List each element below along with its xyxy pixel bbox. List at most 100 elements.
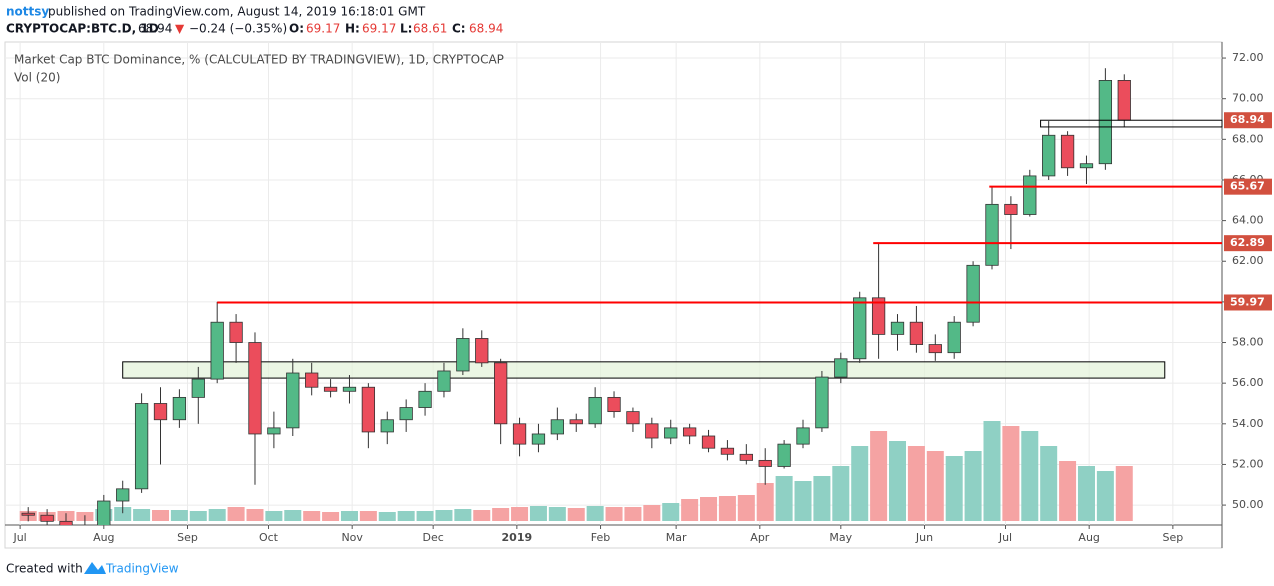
candle-body <box>40 514 54 522</box>
x-tick-label: Feb <box>591 531 610 544</box>
volume-bar <box>718 496 736 521</box>
volume-label: Vol (20) <box>14 71 60 85</box>
high-value: 69.17 <box>362 22 396 36</box>
candle-body <box>21 512 35 516</box>
volume-bar <box>870 431 888 521</box>
candle-body <box>1042 134 1056 177</box>
candle-body <box>682 427 697 437</box>
volume-bar <box>529 506 547 521</box>
candle-body <box>172 396 187 421</box>
level-label: 65.67 <box>1230 180 1265 193</box>
volume-bar <box>945 456 963 521</box>
volume-bar <box>473 510 491 521</box>
x-tick-label: Sep <box>1162 531 1183 544</box>
candle-body <box>210 321 224 380</box>
x-tick-label: Sep <box>177 531 198 544</box>
x-tick-label: Aug <box>93 531 114 544</box>
volume-bar <box>662 503 680 521</box>
volume-bar <box>737 495 755 521</box>
y-tick-label: 68.00 <box>1232 132 1264 145</box>
candle-body <box>588 396 602 425</box>
y-tick-label: 70.00 <box>1232 92 1264 105</box>
y-tick-label: 52.00 <box>1232 457 1264 470</box>
volume-bar <box>340 511 358 521</box>
low-label: L: <box>400 22 412 36</box>
candle-body <box>116 488 130 502</box>
volume-bar <box>926 451 944 521</box>
level-tag <box>1224 294 1272 311</box>
footer-brand[interactable]: TradingView <box>105 562 179 576</box>
close-value: 68.94 <box>469 22 503 36</box>
volume-bar <box>378 512 396 521</box>
volume-bar <box>359 511 377 521</box>
change-arrow: ▼ <box>175 22 185 36</box>
level-label: 59.97 <box>1230 295 1265 308</box>
candle-body <box>1004 203 1018 215</box>
candle-body <box>191 378 205 398</box>
volume-bar <box>133 509 151 521</box>
candle-body <box>871 297 886 335</box>
candle-body <box>267 427 281 435</box>
candle-body <box>928 344 942 354</box>
open-value: 69.17 <box>306 22 340 36</box>
volume-bar <box>643 505 661 521</box>
volume-bar <box>567 508 585 521</box>
candle-body <box>323 386 338 392</box>
last-price: 68.94 <box>138 22 172 36</box>
x-tick-label: Dec <box>423 531 444 544</box>
candle-body <box>626 411 640 425</box>
volume-bar <box>492 508 510 521</box>
candle-body <box>645 423 659 439</box>
volume-bar <box>681 499 699 521</box>
support-zone <box>122 361 1166 379</box>
author[interactable]: nottsy <box>6 5 49 19</box>
x-tick-label: Mar <box>666 531 687 544</box>
volume-bar <box>775 476 793 521</box>
candle-body <box>418 390 432 408</box>
candle-body <box>1060 134 1075 169</box>
x-tick-label: Jul <box>12 531 26 544</box>
y-tick-label: 56.00 <box>1232 376 1264 389</box>
candle-body <box>475 338 489 364</box>
low-value: 68.61 <box>413 22 447 36</box>
level-tag <box>1224 235 1272 252</box>
level-label: 68.94 <box>1230 113 1265 126</box>
chart-title: Market Cap BTC Dominance, % (CALCULATED … <box>14 53 504 67</box>
y-tick-label: 50.00 <box>1232 498 1264 511</box>
y-tick-label: 54.00 <box>1232 417 1264 430</box>
candle-body <box>531 433 546 445</box>
volume-bar <box>416 511 434 521</box>
volume-bar <box>246 509 264 521</box>
volume-bar <box>586 506 604 521</box>
volume-bar <box>1040 446 1058 521</box>
candle-body <box>890 321 905 335</box>
level-label: 62.89 <box>1230 236 1265 249</box>
volume-bar <box>114 507 132 521</box>
candle-body <box>796 427 810 445</box>
candle-body <box>909 321 924 345</box>
candle-body <box>815 376 829 429</box>
published: published on TradingView.com, August 14,… <box>48 5 426 19</box>
footer-created: Created with <box>6 562 83 576</box>
candle-body <box>550 419 564 435</box>
volume-bar <box>832 466 850 521</box>
candle-body <box>134 403 149 490</box>
candle-body <box>569 419 583 425</box>
volume-bar <box>1002 426 1020 521</box>
candle-body <box>153 403 168 421</box>
level-box <box>1040 119 1223 128</box>
volume-bar <box>756 483 774 521</box>
level-tag <box>1224 178 1272 195</box>
volume-bar <box>700 497 718 521</box>
volume-bar <box>907 446 925 521</box>
candle-body <box>342 386 357 392</box>
volume-bar <box>1096 471 1114 521</box>
volume-bar <box>227 507 245 521</box>
volume-bar <box>851 446 869 521</box>
volume-bar <box>1059 461 1077 521</box>
candle-body <box>1098 80 1113 165</box>
candle-body <box>985 203 999 266</box>
y-tick-label: 62.00 <box>1232 254 1264 267</box>
volume-bar <box>189 511 207 521</box>
